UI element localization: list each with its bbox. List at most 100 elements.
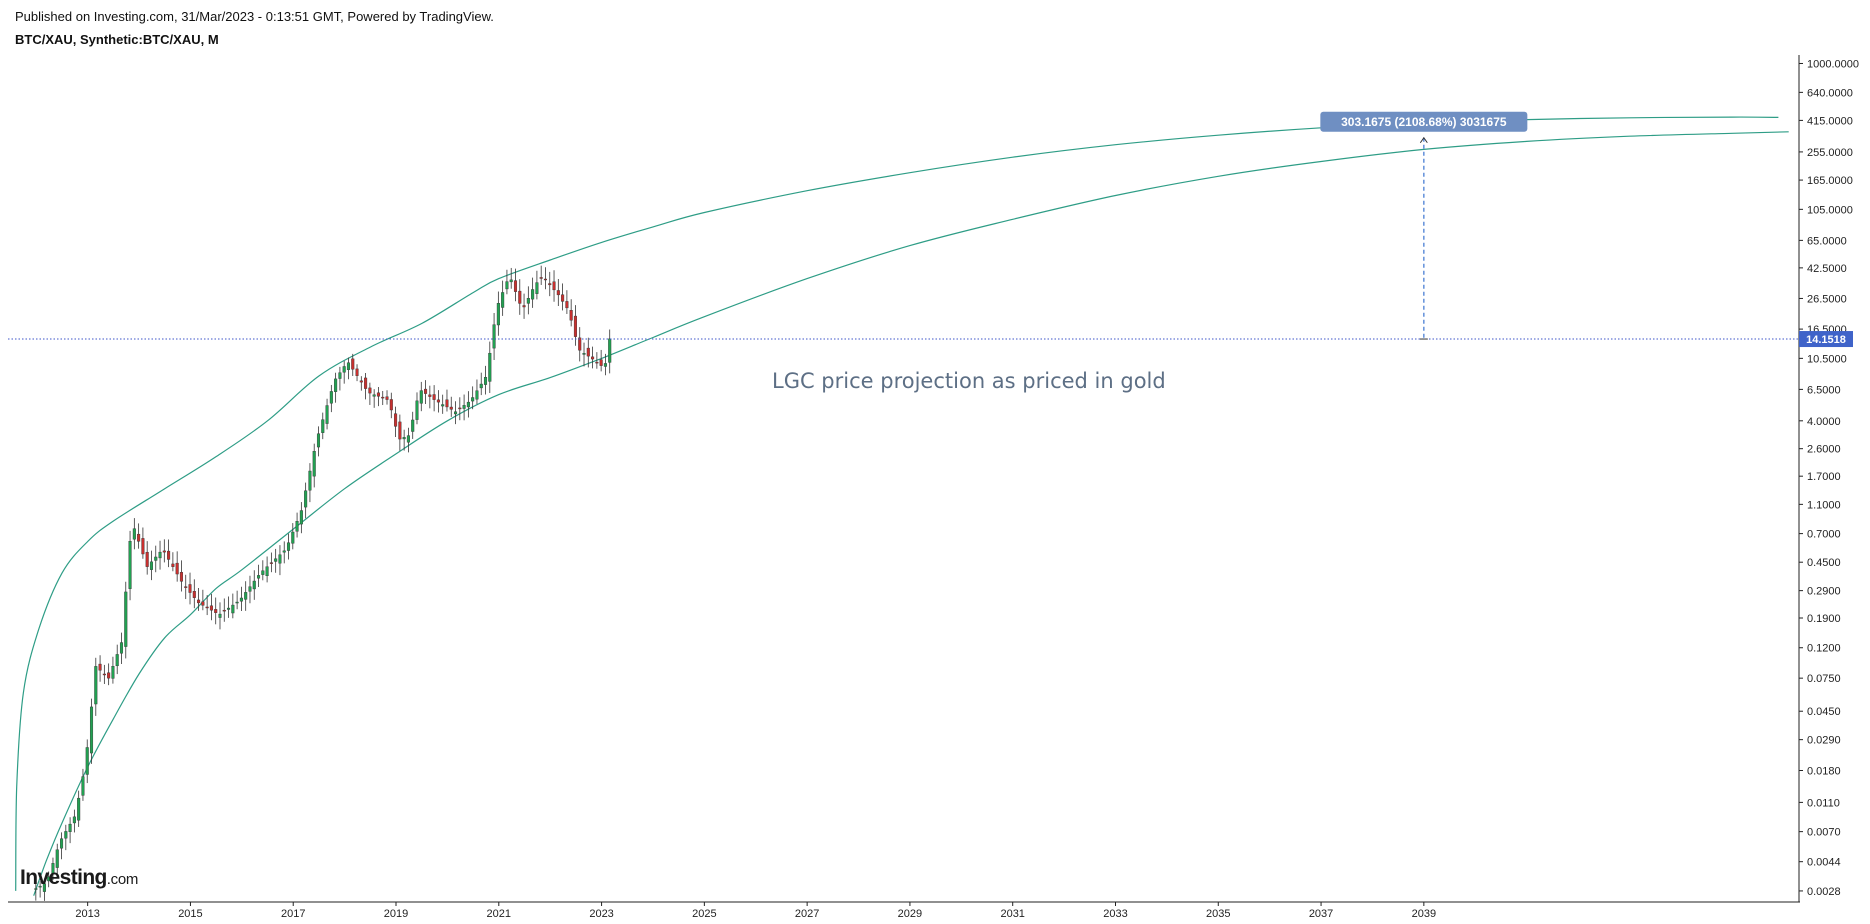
candle-body-15: [98, 663, 102, 671]
x-tick-label-3: 2019: [384, 908, 408, 920]
current-price-label: 14.1518: [1806, 334, 1846, 346]
candle-11: [81, 768, 85, 801]
candle-body-76: [359, 380, 363, 383]
published-note: Published on Investing.com, 31/Mar/2023 …: [15, 9, 494, 24]
candle-2: [42, 878, 46, 901]
candle-5: [55, 843, 59, 877]
candle-95: [441, 394, 445, 414]
y-tick-label-11: 6.5000: [1807, 384, 1841, 396]
candle-19: [115, 644, 119, 675]
candle-body-68: [325, 405, 329, 424]
candle-body-93: [432, 394, 436, 400]
axes: [8, 55, 1800, 903]
candle-body-42: [214, 609, 218, 613]
candle-body-34: [179, 572, 183, 582]
candle-61: [295, 512, 299, 538]
x-tick-label-9: 2031: [1000, 908, 1024, 920]
candle-body-73: [346, 362, 350, 370]
y-tick-label-1: 640.0000: [1807, 87, 1853, 99]
candle-body-124: [565, 301, 569, 309]
candle-103: [475, 379, 479, 405]
candle-114: [522, 293, 526, 319]
candle-body-26: [145, 551, 149, 567]
candle-body-110: [505, 281, 509, 290]
y-tick-label-19: 0.1900: [1807, 613, 1841, 625]
candle-body-96: [445, 399, 449, 408]
candle-99: [458, 397, 462, 421]
candle-43: [218, 602, 222, 630]
candle-121: [552, 270, 556, 302]
candle-123: [561, 283, 565, 311]
y-tick-label-17: 0.4500: [1807, 557, 1841, 569]
y-tick-label-22: 0.0450: [1807, 706, 1841, 718]
y-tick-label-3: 255.0000: [1807, 147, 1853, 159]
candle-21: [124, 581, 128, 659]
candle-body-6: [60, 838, 64, 849]
y-tick-label-26: 0.0070: [1807, 827, 1841, 839]
candle-3: [47, 871, 51, 888]
candle-body-101: [466, 401, 470, 408]
candle-104: [479, 372, 483, 396]
candle-body-104: [479, 383, 483, 389]
candle-96: [445, 389, 449, 412]
candles: [34, 265, 612, 901]
y-tick-label-16: 0.7000: [1807, 529, 1841, 541]
lower-curve: [33, 131, 1789, 896]
candle-body-87: [406, 435, 410, 443]
candle-body-13: [89, 706, 94, 754]
candle-body-84: [394, 413, 398, 427]
candle-body-95: [441, 404, 445, 407]
candle-body-100: [462, 405, 466, 409]
candle-body-12: [85, 747, 89, 775]
candle-92: [428, 385, 432, 409]
candle-26: [145, 541, 149, 575]
candle-49: [244, 581, 248, 611]
candle-76: [359, 376, 363, 391]
candle-29: [158, 540, 162, 570]
y-tick-label-14: 1.7000: [1807, 471, 1841, 483]
y-tick-label-5: 105.0000: [1807, 204, 1853, 216]
candle-33: [175, 551, 179, 582]
candle-body-55: [269, 562, 273, 564]
candle-54: [265, 556, 269, 583]
candle-67: [321, 412, 325, 440]
candle-body-74: [351, 358, 355, 370]
candle-130: [591, 346, 595, 369]
candle-112: [513, 268, 518, 302]
candle-body-4: [51, 863, 55, 875]
x-tick-label-0: 2013: [75, 908, 99, 920]
candle-65: [312, 443, 316, 488]
candle-body-115: [526, 298, 530, 304]
candle-body-64: [308, 470, 312, 491]
candle-97: [449, 396, 453, 417]
candle-body-19: [115, 654, 119, 667]
candle-39: [201, 589, 205, 611]
candle-body-9: [72, 816, 76, 824]
candle-131: [595, 352, 599, 369]
candle-body-10: [77, 797, 81, 821]
y-tick-label-10: 10.5000: [1807, 353, 1847, 365]
y-tick-label-13: 2.6000: [1807, 444, 1841, 456]
candle-69: [329, 384, 333, 413]
candle-71: [338, 366, 342, 391]
candle-body-88: [411, 419, 415, 432]
candle-body-32: [171, 563, 175, 567]
candle-body-22: [128, 541, 132, 589]
candle-57: [278, 545, 282, 576]
candle-body-30: [162, 550, 166, 553]
candle-body-49: [244, 592, 248, 600]
measure-tool[interactable]: 303.1675 (2108.68%) 3031675: [1320, 111, 1528, 340]
logo-suffix: .com: [106, 871, 139, 888]
candle-30: [162, 539, 166, 563]
candle-78: [368, 382, 372, 405]
candle-body-62: [299, 510, 303, 525]
x-tick-label-11: 2035: [1206, 908, 1230, 920]
candle-body-97: [449, 406, 453, 410]
candle-119: [543, 267, 547, 290]
candle-108: [496, 291, 500, 336]
candle-body-127: [578, 337, 582, 351]
y-tick-label-12: 4.0000: [1807, 416, 1841, 428]
candle-1: [38, 881, 42, 898]
candle-117: [535, 270, 539, 300]
